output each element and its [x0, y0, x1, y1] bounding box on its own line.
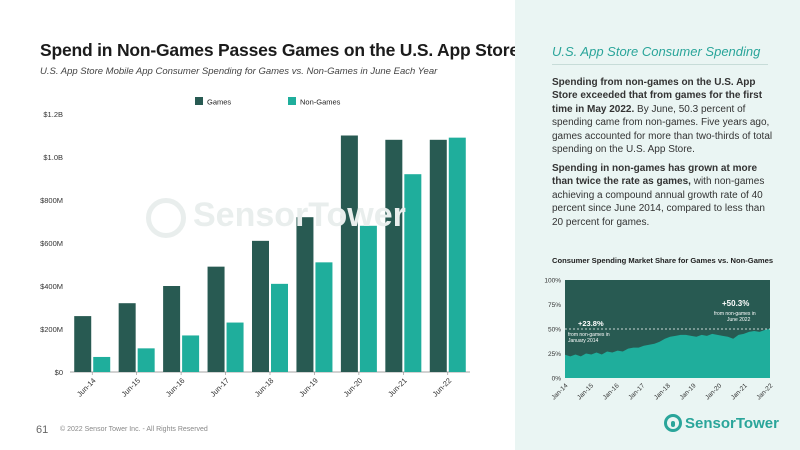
slide-subtitle: U.S. App Store Mobile App Consumer Spend… — [40, 66, 438, 77]
bar-games — [252, 240, 269, 372]
legend-swatch-games — [195, 97, 203, 105]
mini-x-tick-label: Jan-16 — [602, 382, 621, 401]
annotation-caption-2022-line1: from non-games in — [714, 311, 756, 317]
y-tick-label: $0 — [55, 368, 63, 377]
legend-label-games: Games — [207, 98, 231, 107]
annotation-caption-2014-line2: January 2014 — [568, 338, 599, 344]
mini-x-tick-label: Jan-18 — [653, 382, 672, 401]
bar-non-games — [315, 262, 333, 372]
bar-non-games — [404, 174, 422, 372]
watermark-icon — [146, 198, 186, 238]
x-tick-label: Jun-21 — [386, 376, 409, 399]
main-panel: Spend in Non-Games Passes Games on the U… — [36, 40, 520, 436]
annotation-caption-2014-line1: from non-games in — [568, 332, 610, 338]
sensor-tower-logo: SensorTower — [664, 414, 779, 432]
sidebar-paragraph-2: Spending in non-games has grown at more … — [552, 162, 774, 229]
spending-bar-chart: $0 $200M $400M $600M $800M $1.0B $1.2B Games Non… — [40, 97, 470, 399]
x-tick-label: Jun-14 — [75, 376, 98, 399]
p1-bold: Spending from non-games on the U.S. App … — [552, 77, 763, 115]
sidebar-heading: U.S. App Store Consumer Spending — [552, 44, 761, 59]
y-tick-label: $400M — [40, 282, 63, 291]
y-tick-label: $200M — [40, 325, 63, 334]
x-tick-label: Jun-20 — [342, 376, 365, 399]
bar-non-games — [448, 137, 466, 372]
bar-games — [207, 266, 225, 372]
sensor-tower-logo-icon — [664, 414, 682, 432]
copyright-text: © 2022 Sensor Tower Inc. - All Rights Re… — [60, 426, 208, 433]
market-share-area-chart: 0% 25% 50% 75% 100% Jan-14 Jan-15 Jan-16 Jan-17 J… — [544, 278, 774, 402]
x-tick-label: Jun-19 — [297, 376, 320, 399]
mini-y-tick-label: 75% — [548, 302, 561, 309]
bar-games — [74, 316, 92, 372]
legend-label-non-games: Non-Games — [300, 98, 341, 107]
x-tick-label: Jun-15 — [119, 376, 142, 399]
p2-bold: Spending in non-games has grown at more … — [552, 163, 758, 188]
bar-games — [340, 135, 358, 372]
p1-text: By June, 50.3 percent of spending came f… — [552, 103, 773, 156]
bar-games — [429, 139, 447, 372]
mini-x-tick-label: Jan-14 — [550, 382, 569, 401]
bar-games — [296, 217, 314, 372]
mini-y-tick-label: 100% — [544, 278, 561, 285]
page-number: 61 — [36, 424, 49, 436]
mini-y-tick-label: 50% — [548, 327, 561, 334]
mini-x-tick-label: Jan-21 — [730, 382, 749, 401]
mini-y-tick-label: 25% — [548, 351, 561, 358]
y-tick-label: $1.0B — [43, 153, 63, 162]
x-tick-label: Jun-17 — [208, 376, 231, 399]
p2-text: with non-games achieving a compound annu… — [552, 176, 765, 228]
mini-x-tick-label: Jan-20 — [704, 382, 723, 401]
bar-non-games — [182, 335, 200, 372]
x-tick-label: Jun-22 — [431, 376, 454, 399]
mini-x-tick-label: Jan-22 — [755, 382, 774, 401]
y-tick-label: $800M — [40, 196, 63, 205]
mini-y-tick-label: 0% — [552, 376, 562, 383]
mini-chart-title: Consumer Spending Market Share for Games… — [552, 256, 774, 265]
legend-swatch-non-games — [288, 97, 296, 105]
x-tick-label: Jun-16 — [164, 376, 187, 399]
sidebar-divider — [552, 64, 768, 65]
bar-non-games — [93, 356, 111, 372]
annotation-caption-2022-line2: June 2022 — [727, 317, 751, 323]
watermark-text: SensorTower — [193, 196, 406, 234]
x-tick-label: Jun-18 — [253, 376, 276, 399]
bar-non-games — [271, 283, 288, 372]
sidebar-paragraph-1: Spending from non-games on the U.S. App … — [552, 76, 774, 156]
annotation-value-2022: +50.3% — [722, 299, 749, 308]
y-tick-label: $1.2B — [43, 110, 63, 119]
non-games-share-area — [565, 328, 770, 378]
bar-games — [118, 303, 136, 372]
annotation-value-2014: +23.8% — [578, 319, 604, 328]
mini-x-tick-label: Jan-15 — [576, 382, 595, 401]
bar-non-games — [226, 322, 244, 372]
bar-non-games — [137, 348, 155, 372]
mini-x-tick-label: Jan-17 — [627, 382, 646, 401]
bar-non-games — [359, 225, 377, 372]
mini-x-tick-label: Jan-19 — [679, 382, 698, 401]
bar-games — [163, 286, 181, 372]
slide-title: Spend in Non-Games Passes Games on the U… — [40, 40, 519, 60]
logo-text: SensorTower — [685, 414, 779, 432]
bar-games — [385, 139, 403, 372]
y-tick-label: $600M — [40, 239, 63, 248]
